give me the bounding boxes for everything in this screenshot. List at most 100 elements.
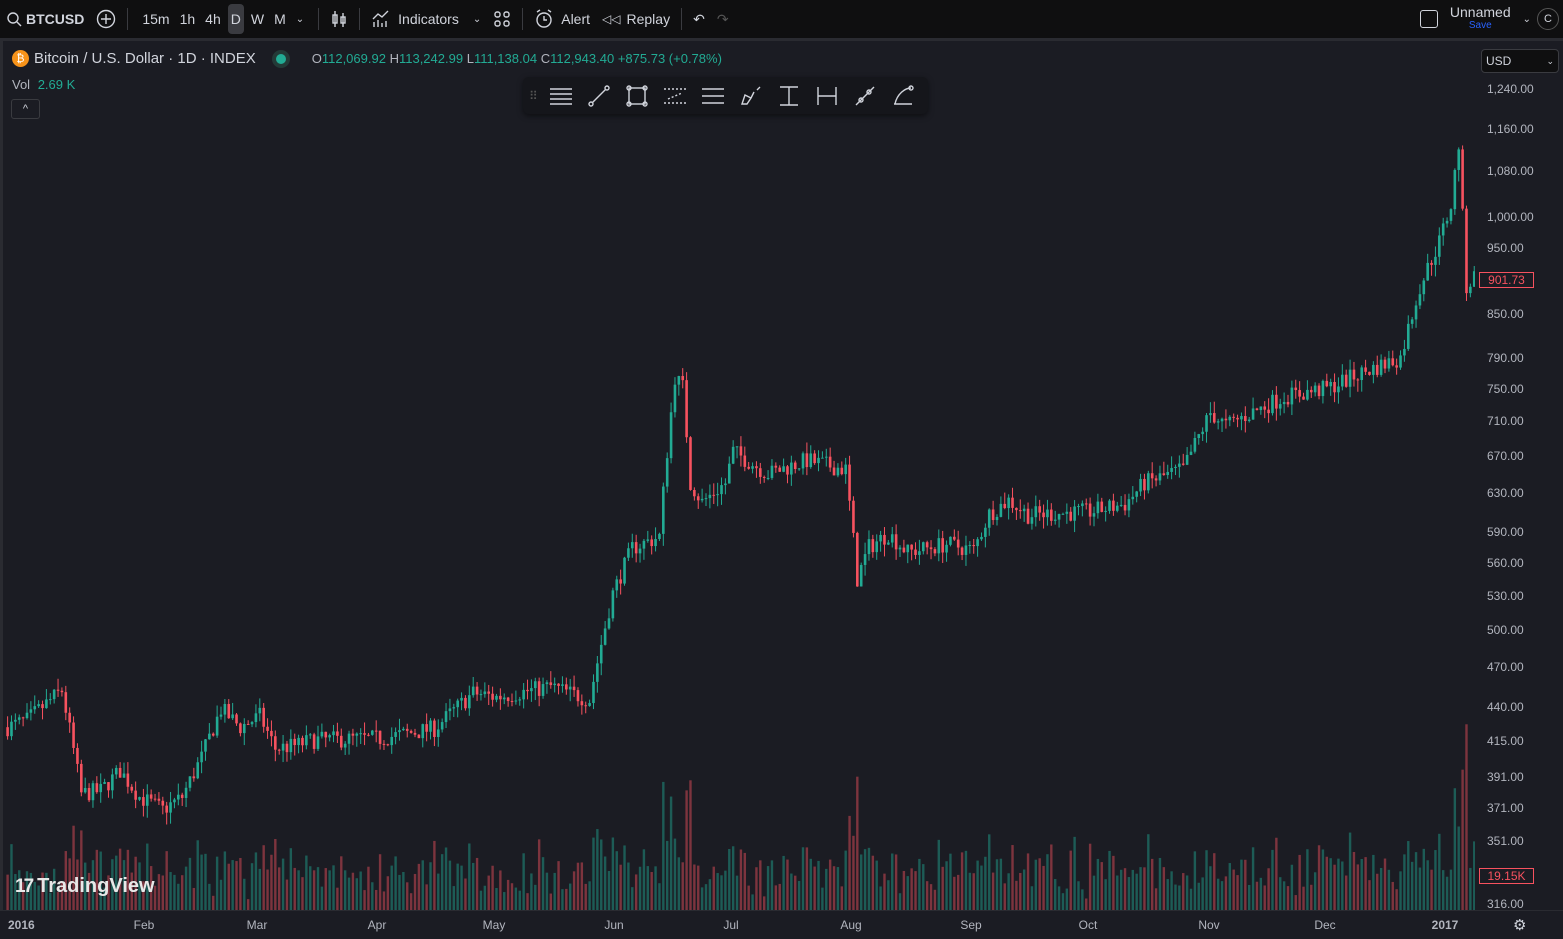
volume-bar [192, 887, 196, 910]
candle [1387, 350, 1391, 372]
candle [99, 773, 103, 803]
candle [828, 447, 832, 472]
layouts-button[interactable] [487, 4, 517, 34]
ray-tool[interactable] [849, 81, 881, 111]
layout-name-button[interactable]: Unnamed Save [1444, 4, 1517, 34]
volume-bar [1011, 845, 1014, 910]
candle [1271, 390, 1274, 416]
volume-bar [215, 856, 219, 910]
volume-bar [541, 857, 545, 910]
volume-bar [111, 859, 114, 910]
volume-bar [619, 864, 622, 910]
candle [654, 527, 657, 552]
candle [1434, 246, 1437, 277]
volume-bar [161, 875, 164, 910]
volume-bar [146, 843, 149, 910]
volume-bar [537, 839, 541, 910]
fullscreen-button[interactable] [1414, 4, 1444, 34]
volume-bar [1403, 854, 1406, 910]
candle [953, 529, 956, 541]
volume-bar [910, 868, 913, 910]
price-axis[interactable]: USD ⌄ 1,240.00 1,160.00 1,080.00 1,000.00 950… [1478, 41, 1563, 911]
parallel-channel-tool[interactable] [659, 81, 691, 111]
save-link[interactable]: Save [1468, 20, 1492, 31]
brush-tool[interactable] [735, 81, 767, 111]
candle [1352, 361, 1356, 387]
candle [844, 457, 847, 484]
redo-button[interactable]: ↷ [711, 4, 735, 34]
candle [479, 689, 483, 701]
chevron-down-icon[interactable]: ⌄ [472, 13, 482, 25]
timeframe-w[interactable]: W [250, 11, 265, 27]
timeframe-1h[interactable]: 1h [179, 11, 196, 27]
volume-bar [522, 853, 525, 910]
time-axis[interactable]: 2016 Feb Mar Apr May Jun Jul Aug Sep Oct Nov Dec 201… [0, 910, 1563, 939]
drag-handle-icon[interactable]: ⠿ [529, 88, 538, 103]
regression-channel-tool[interactable] [697, 81, 729, 111]
volume-bar [743, 852, 746, 910]
tradingview-logo-icon: 17 [15, 875, 34, 897]
candle [417, 734, 421, 739]
timeframe-d[interactable]: D [227, 4, 244, 34]
symbol-search[interactable]: BTCUSD [0, 4, 90, 34]
volume-bar [355, 878, 358, 910]
chart-type-button[interactable] [324, 4, 354, 34]
volume-bar [607, 870, 611, 910]
undo-button[interactable]: ↶ [687, 4, 711, 34]
candle [421, 723, 425, 748]
volume-bar [126, 849, 130, 910]
price-range-tool[interactable] [773, 81, 805, 111]
candle [161, 796, 165, 815]
volume-bar [1271, 849, 1274, 910]
volume-bar [227, 863, 230, 910]
volume-bar [875, 860, 878, 910]
collapse-legend-button[interactable]: ^ [11, 99, 40, 119]
candle [960, 546, 964, 561]
timeframe-15m[interactable]: 15m [142, 11, 170, 27]
currency-select[interactable]: USD ⌄ [1481, 49, 1559, 73]
candle [1150, 462, 1154, 489]
candle [188, 776, 192, 792]
curve-tool[interactable] [887, 81, 919, 111]
candle [693, 487, 696, 501]
volume-bar [836, 867, 840, 910]
alert-button[interactable]: Alert [528, 4, 596, 34]
candle [1104, 506, 1107, 522]
candle [444, 703, 448, 729]
volume-bar [1065, 888, 1069, 910]
timeframe-4h[interactable]: 4h [205, 11, 221, 27]
indicators-button[interactable]: Indicators ⌄ [365, 4, 487, 34]
candle [921, 541, 925, 555]
layout-chevron-down-icon[interactable]: ⌄ [1522, 13, 1531, 25]
horizontal-lines-tool[interactable] [545, 81, 577, 111]
candle [1294, 379, 1298, 399]
candle [165, 801, 168, 825]
timeframe-m[interactable]: M [274, 11, 286, 27]
ohlc-values: O112,069.92 H113,242.99 L111,138.04 C112… [311, 51, 722, 66]
candle [863, 542, 867, 576]
candle [902, 539, 906, 554]
candle [1383, 356, 1387, 374]
date-range-tool[interactable] [811, 81, 843, 111]
symbol-title[interactable]: Bitcoin / U.S. Dollar · 1D · INDEX [34, 50, 256, 67]
volume-bar [1104, 879, 1107, 910]
candle [976, 537, 979, 557]
candle [491, 686, 494, 707]
replay-button[interactable]: ◁◁ Replay [596, 4, 676, 34]
candle [576, 687, 580, 707]
volume-bar [530, 873, 533, 910]
compare-button[interactable] [90, 4, 122, 34]
volume-bar [634, 874, 638, 910]
avatar[interactable]: C [1537, 8, 1559, 30]
volume-bar [693, 864, 696, 910]
chart-pane[interactable]: 17 TradingView [0, 41, 1478, 910]
volume-bar [1391, 881, 1394, 910]
rectangle-tool[interactable] [621, 81, 653, 111]
settings-gear-icon[interactable]: ⚙ [1513, 917, 1527, 934]
volume-bar [1426, 860, 1429, 910]
candle [549, 671, 553, 689]
volume-bar [914, 871, 917, 910]
volume-bar [887, 880, 890, 910]
trend-line-tool[interactable] [583, 81, 615, 111]
timeframe-dropdown-chevron-icon[interactable]: ⌄ [295, 13, 305, 25]
